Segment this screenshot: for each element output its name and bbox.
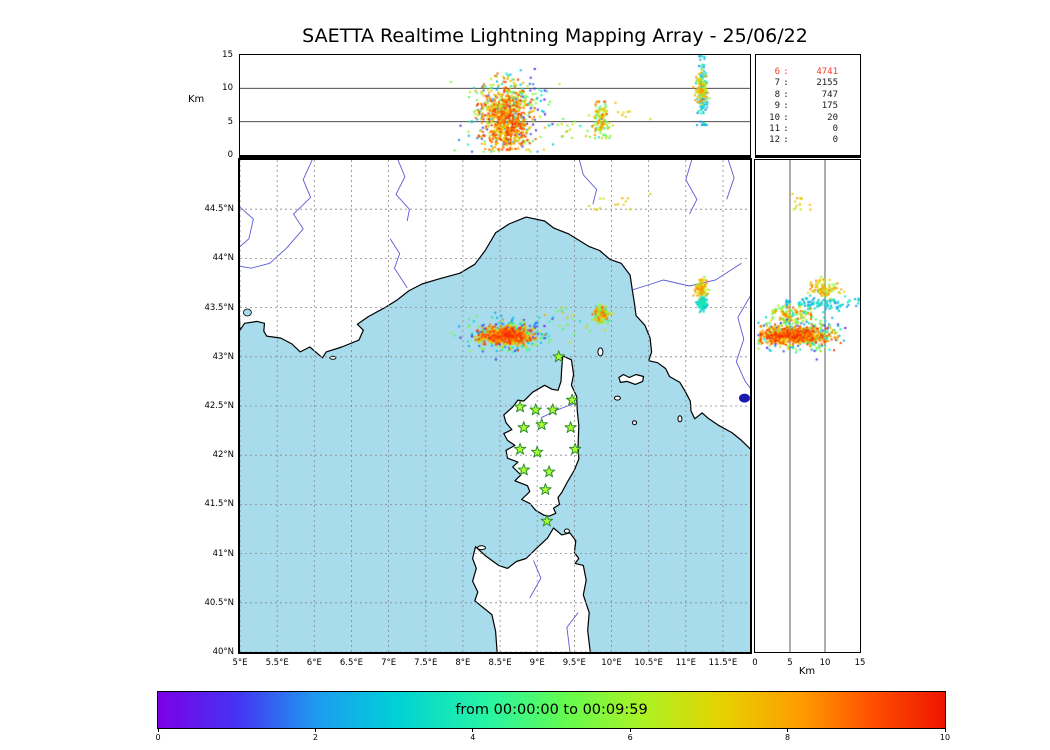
station-count-cell: 20 <box>827 112 838 123</box>
colorbar-tick-label: 6 <box>627 733 633 742</box>
station-count-cell: : <box>783 112 789 123</box>
longitude-tick-label: 9°E <box>529 658 545 668</box>
longitude-tick-label: 8.5°E <box>488 658 512 668</box>
station-count-cell: : <box>783 101 789 112</box>
colorbar-tick-mark <box>787 728 789 732</box>
altitude-tick-label: 0 <box>227 150 233 160</box>
colorbar-gradient <box>158 692 945 728</box>
longitude-tick-label: 9.5°E <box>562 658 586 668</box>
station-count-row: 6: 4741 <box>762 67 860 78</box>
longitude-tick-label: 5°E <box>232 658 248 668</box>
station-count-cell: 11 <box>769 123 780 134</box>
colorbar-tick-mark <box>157 728 159 732</box>
station-count-cell: 0 <box>832 135 838 146</box>
station-count-cell: 2155 <box>816 78 838 89</box>
station-count-cell: 747 <box>821 89 838 100</box>
latitude-tick-label: 44.5°N <box>204 204 234 215</box>
latitude-tick-label: 44°N <box>212 253 234 264</box>
station-count-row: 10: 20 <box>762 113 860 124</box>
station-count-row: 12: 0 <box>762 135 860 146</box>
longitude-tick-label: 10°E <box>601 658 622 668</box>
latitude-tick-label: 40.5°N <box>204 597 234 608</box>
colorbar-tick-label: 8 <box>785 733 791 742</box>
colorbar-tick-label: 10 <box>939 733 951 742</box>
station-count-cell: 8 <box>774 89 780 100</box>
altitude-axis-unit-label: Km <box>188 94 205 105</box>
station-count-row: 7: 2155 <box>762 78 860 89</box>
colorbar-tick-label: 2 <box>312 733 318 742</box>
altitude-axis-unit-label-right: Km <box>798 666 816 677</box>
latitude-tick-label: 42.5°N <box>204 401 234 411</box>
time-colorbar: from 00:00:00 to 00:09:59 <box>157 691 946 729</box>
map-lightning-scatter-canvas <box>240 160 750 652</box>
station-count-cell: 4741 <box>816 67 838 77</box>
longitude-tick-label: 7.5°E <box>414 658 438 668</box>
altitude-tick-label-right: 5 <box>787 658 793 668</box>
longitude-tick-label: 6.5°E <box>339 658 363 668</box>
station-count-row: 11: 0 <box>762 124 860 135</box>
station-count-cell: : <box>783 123 789 134</box>
station-count-cell: : <box>783 135 789 146</box>
station-count-cell: 12 <box>769 135 780 146</box>
station-count-cell: 0 <box>832 123 838 134</box>
latitude-tick-label: 41°N <box>212 548 234 559</box>
altitude-tick-label: 15 <box>222 50 233 60</box>
map-panel <box>238 158 752 654</box>
altitude-vs-longitude-panel <box>239 54 751 158</box>
figure-title: SAETTA Realtime Lightning Mapping Array … <box>302 25 808 47</box>
latitude-tick-label: 42°N <box>212 450 234 461</box>
longitude-tick-label: 5.5°E <box>265 658 289 668</box>
station-count-rows: 6: 4741 7: 2155 8: 747 9: 175 10: 20 11: 0 12: 0 <box>756 55 860 147</box>
longitude-tick-label: 10.5°E <box>634 658 663 668</box>
longitude-tick-label: 11°E <box>675 658 697 668</box>
station-count-legend: 6: 4741 7: 2155 8: 747 9: 175 10: 20 11: 0 12: 0 <box>755 54 861 158</box>
colorbar-tick-mark <box>944 728 946 732</box>
longitude-tick-label: 6°E <box>306 658 322 668</box>
station-count-cell: : <box>783 78 789 89</box>
latitude-tick-label: 43.5°N <box>204 302 234 313</box>
station-count-cell: 175 <box>821 101 838 112</box>
station-count-cell: 9 <box>774 101 780 112</box>
station-count-cell: 10 <box>769 112 780 123</box>
latitude-tick-label: 40°N <box>212 647 234 657</box>
colorbar-tick-mark <box>314 728 316 732</box>
longitude-tick-label: 11.5°E <box>708 658 738 668</box>
colorbar-time-range-label: from 00:00:00 to 00:09:59 <box>455 702 648 718</box>
colorbar-tick-label: 0 <box>155 733 161 742</box>
altitude-tick-label: 10 <box>222 83 233 94</box>
latitude-tick-label: 43°N <box>212 351 234 362</box>
colorbar-tick-mark <box>472 728 474 732</box>
station-count-row: 9: 175 <box>762 101 860 112</box>
colorbar-tick-label: 4 <box>470 733 476 742</box>
altitude-tick-label: 5 <box>227 116 233 127</box>
station-count-cell: : <box>783 89 789 100</box>
altitude-tick-label-right: 15 <box>854 658 866 668</box>
altitude-latitude-scatter-canvas <box>755 160 860 652</box>
longitude-tick-label: 8°E <box>455 658 471 668</box>
latitude-tick-label: 41.5°N <box>204 499 234 510</box>
station-count-cell: 7 <box>774 78 780 89</box>
longitude-tick-label: 7°E <box>381 658 397 668</box>
station-count-cell: : <box>783 67 789 77</box>
station-count-row: 8: 747 <box>762 90 860 101</box>
altitude-vs-latitude-panel <box>754 159 861 653</box>
colorbar-tick-mark <box>629 728 631 732</box>
station-count-cell: 6 <box>774 67 780 77</box>
altitude-longitude-scatter-canvas <box>240 55 750 155</box>
altitude-tick-label-right: 10 <box>819 658 831 668</box>
altitude-tick-label-right: 0 <box>752 658 758 668</box>
